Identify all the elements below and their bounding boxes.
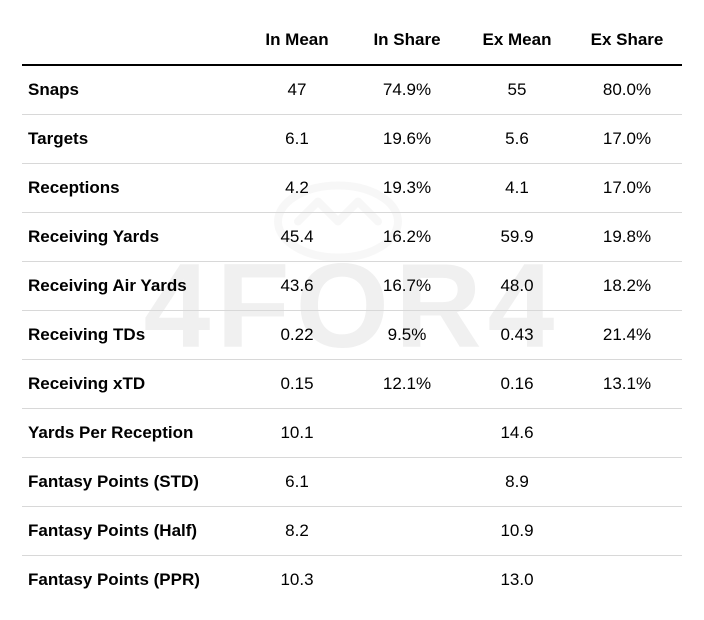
row-label: Fantasy Points (Half) (22, 507, 242, 556)
cell-in-mean: 10.1 (242, 409, 352, 458)
table-body: Snaps4774.9%5580.0%Targets6.119.6%5.617.… (22, 65, 682, 604)
cell-in-share: 9.5% (352, 311, 462, 360)
cell-in-share: 16.7% (352, 262, 462, 311)
cell-ex-mean: 48.0 (462, 262, 572, 311)
row-label: Targets (22, 115, 242, 164)
cell-in-mean: 45.4 (242, 213, 352, 262)
cell-ex-mean: 8.9 (462, 458, 572, 507)
stats-table: In Mean In Share Ex Mean Ex Share Snaps4… (22, 20, 682, 604)
cell-ex-share: 21.4% (572, 311, 682, 360)
table-row: Receiving TDs0.229.5%0.4321.4% (22, 311, 682, 360)
cell-in-share: 19.3% (352, 164, 462, 213)
col-header-label (22, 20, 242, 65)
cell-in-mean: 8.2 (242, 507, 352, 556)
cell-ex-mean: 59.9 (462, 213, 572, 262)
row-label: Fantasy Points (PPR) (22, 556, 242, 605)
cell-ex-mean: 14.6 (462, 409, 572, 458)
row-label: Receiving Air Yards (22, 262, 242, 311)
cell-ex-mean: 13.0 (462, 556, 572, 605)
row-label: Receiving TDs (22, 311, 242, 360)
cell-in-share (352, 409, 462, 458)
cell-ex-mean: 55 (462, 65, 572, 115)
cell-in-share: 12.1% (352, 360, 462, 409)
table-row: Fantasy Points (PPR)10.3 13.0 (22, 556, 682, 605)
cell-ex-share: 19.8% (572, 213, 682, 262)
row-label: Yards Per Reception (22, 409, 242, 458)
cell-in-mean: 43.6 (242, 262, 352, 311)
cell-in-share: 19.6% (352, 115, 462, 164)
table-row: Receiving Air Yards43.616.7%48.018.2% (22, 262, 682, 311)
col-header-in-share: In Share (352, 20, 462, 65)
table-row: Receiving xTD0.1512.1%0.1613.1% (22, 360, 682, 409)
cell-ex-share: 17.0% (572, 164, 682, 213)
cell-ex-mean: 0.43 (462, 311, 572, 360)
cell-ex-share: 80.0% (572, 65, 682, 115)
row-label: Receiving xTD (22, 360, 242, 409)
row-label: Receptions (22, 164, 242, 213)
col-header-ex-mean: Ex Mean (462, 20, 572, 65)
cell-ex-share: 13.1% (572, 360, 682, 409)
cell-ex-mean: 0.16 (462, 360, 572, 409)
cell-in-share: 16.2% (352, 213, 462, 262)
cell-in-mean: 6.1 (242, 115, 352, 164)
table-row: Receiving Yards45.416.2%59.919.8% (22, 213, 682, 262)
col-header-in-mean: In Mean (242, 20, 352, 65)
cell-ex-mean: 5.6 (462, 115, 572, 164)
table-row: Fantasy Points (STD)6.1 8.9 (22, 458, 682, 507)
cell-in-mean: 10.3 (242, 556, 352, 605)
cell-in-mean: 6.1 (242, 458, 352, 507)
cell-ex-share (572, 458, 682, 507)
cell-ex-share (572, 409, 682, 458)
cell-in-share (352, 507, 462, 556)
cell-ex-share: 18.2% (572, 262, 682, 311)
cell-ex-share (572, 507, 682, 556)
table-row: Yards Per Reception10.1 14.6 (22, 409, 682, 458)
cell-ex-mean: 10.9 (462, 507, 572, 556)
row-label: Snaps (22, 65, 242, 115)
col-header-ex-share: Ex Share (572, 20, 682, 65)
table-row: Targets6.119.6%5.617.0% (22, 115, 682, 164)
table-row: Receptions4.219.3%4.117.0% (22, 164, 682, 213)
cell-in-share: 74.9% (352, 65, 462, 115)
cell-in-mean: 4.2 (242, 164, 352, 213)
table-header-row: In Mean In Share Ex Mean Ex Share (22, 20, 682, 65)
cell-in-mean: 0.15 (242, 360, 352, 409)
cell-ex-mean: 4.1 (462, 164, 572, 213)
cell-ex-share: 17.0% (572, 115, 682, 164)
cell-in-mean: 0.22 (242, 311, 352, 360)
cell-in-mean: 47 (242, 65, 352, 115)
table-row: Snaps4774.9%5580.0% (22, 65, 682, 115)
cell-ex-share (572, 556, 682, 605)
row-label: Receiving Yards (22, 213, 242, 262)
table-row: Fantasy Points (Half)8.2 10.9 (22, 507, 682, 556)
cell-in-share (352, 458, 462, 507)
row-label: Fantasy Points (STD) (22, 458, 242, 507)
cell-in-share (352, 556, 462, 605)
